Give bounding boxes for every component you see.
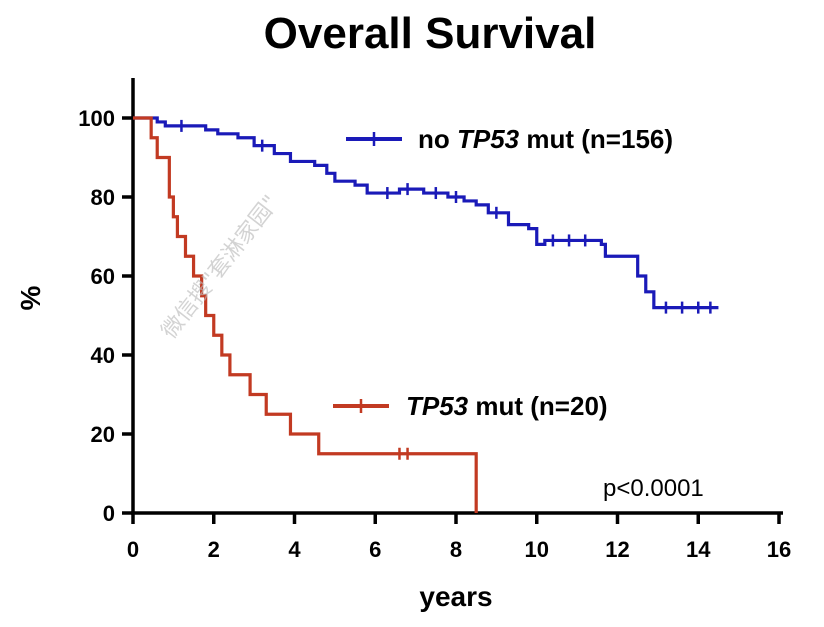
x-tick-label: 6 (369, 537, 381, 562)
x-ticks: 0 2 4 6 8 10 12 14 16 (127, 513, 791, 562)
legend-label-italic: TP53 (457, 124, 520, 154)
y-tick-label: 0 (103, 501, 115, 526)
legend-entry-tp53: TP53 mut (n=20) (333, 391, 608, 421)
x-tick-label: 16 (767, 537, 791, 562)
y-tick-label: 40 (91, 343, 115, 368)
x-tick-label: 10 (525, 537, 549, 562)
x-tick-label: 8 (450, 537, 462, 562)
series-group-1 (133, 116, 478, 513)
y-tick-label: 80 (91, 185, 115, 210)
series-group-0 (133, 116, 719, 314)
x-axis-label: years (419, 581, 492, 612)
y-tick-label: 100 (78, 106, 115, 131)
legend-label-part: mut (n=20) (468, 391, 607, 421)
x-tick-label: 0 (127, 537, 139, 562)
x-tick-label: 14 (686, 537, 711, 562)
legend-label-part: no (418, 124, 457, 154)
legend-label-italic: TP53 (406, 391, 469, 421)
watermark: 微信搜"套淋家园" (157, 191, 284, 344)
chart-title: Overall Survival (264, 9, 597, 58)
x-tick-label: 12 (605, 537, 629, 562)
series-line-1 (133, 116, 478, 513)
x-tick-label: 2 (208, 537, 220, 562)
legend-label-part: mut (n=156) (519, 124, 673, 154)
x-tick-label: 4 (288, 537, 301, 562)
y-axis-label: % (15, 285, 46, 310)
y-tick-label: 20 (91, 422, 115, 447)
series-layer (133, 116, 719, 513)
y-tick-label: 60 (91, 264, 115, 289)
legend-label-tp53: TP53 mut (n=20) (406, 391, 608, 421)
series-line-0 (133, 116, 719, 310)
y-ticks: 0 20 40 60 80 100 (78, 106, 133, 526)
legend-entry-no-tp53: no TP53 mut (n=156) (346, 124, 673, 154)
p-value-annotation: p<0.0001 (603, 475, 704, 502)
legend-label-no-tp53: no TP53 mut (n=156) (418, 124, 673, 154)
